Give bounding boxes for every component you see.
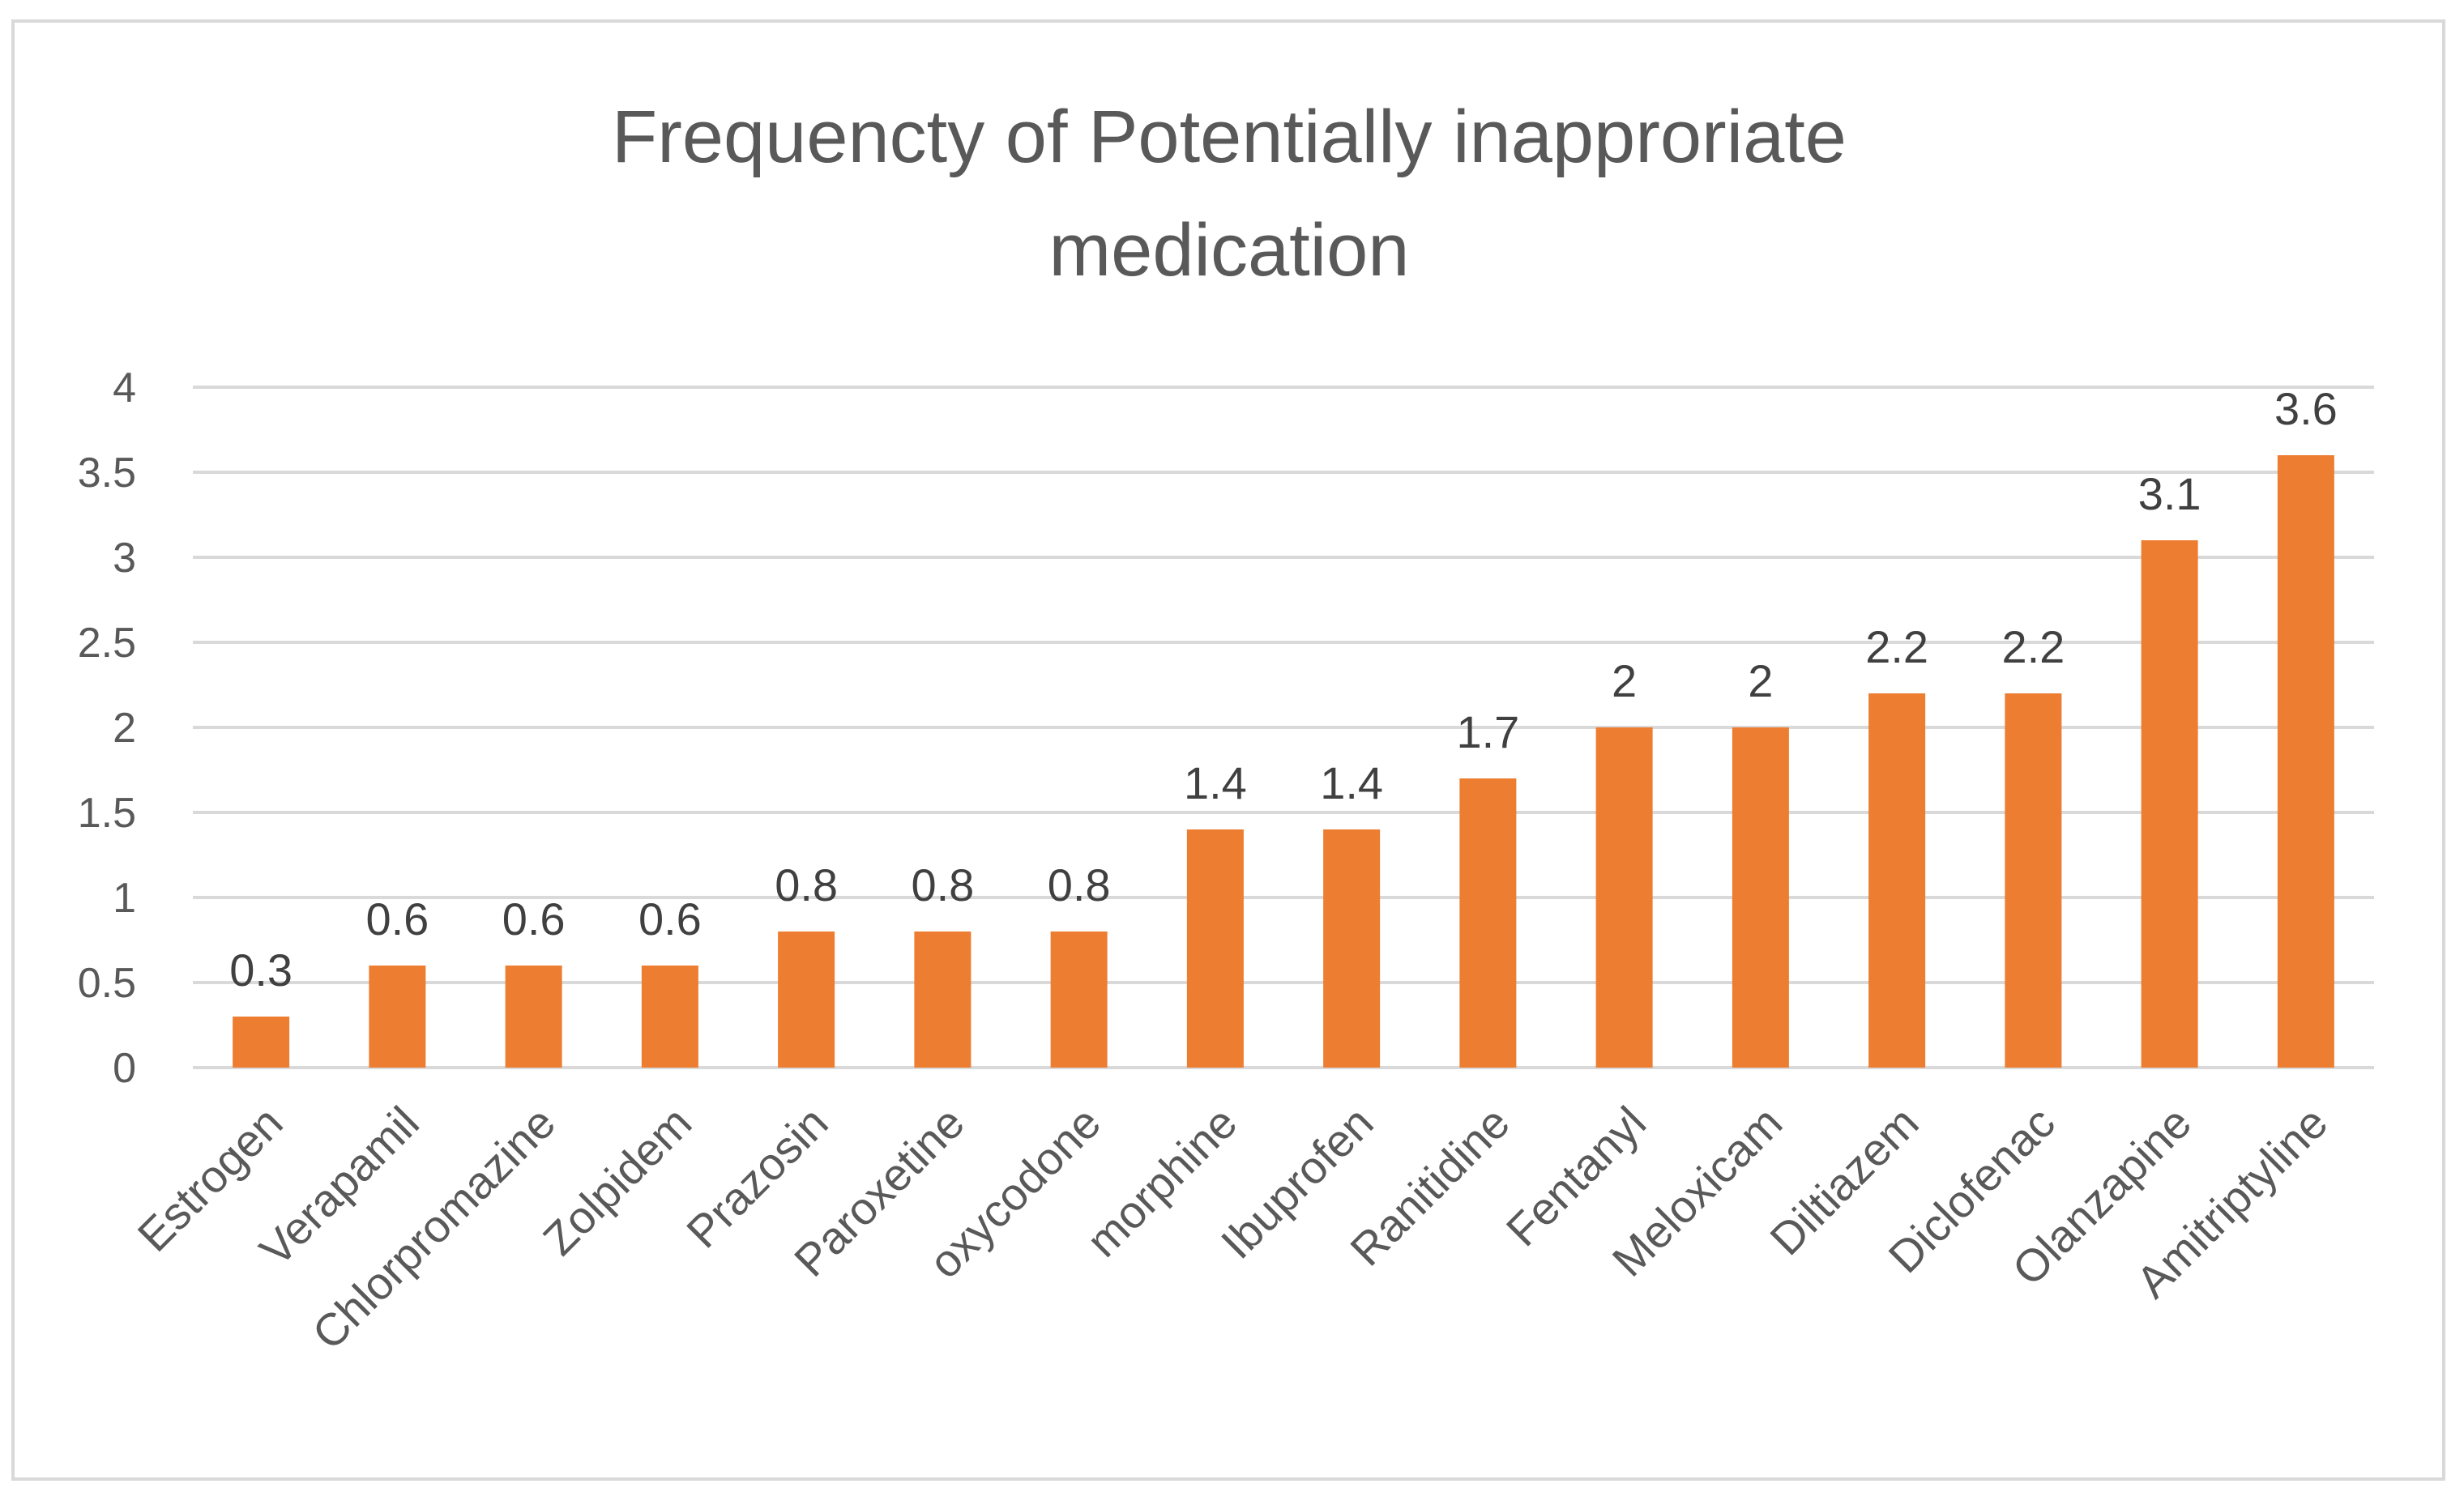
data-label: 0.8: [911, 859, 974, 910]
bar-morphine: [1186, 829, 1244, 1068]
y-tick-label: 0.5: [78, 960, 136, 1007]
bar-zolpidem: [641, 966, 698, 1068]
y-tick-label: 3: [113, 535, 136, 582]
data-label: 1.4: [1320, 757, 1383, 808]
data-labels: 0.3 0.6 0.6 0.6 0.8 0.8 0.8 1.4 1.4 1.7 2 2 2.2 2.2 3.…: [229, 383, 2338, 996]
bar-diclofenac: [2005, 693, 2062, 1068]
y-tick-label: 1: [113, 875, 136, 922]
data-label: 0.3: [229, 944, 293, 996]
y-tick-label: 0: [113, 1045, 136, 1092]
data-label: 2.2: [2001, 621, 2065, 672]
data-label: 1.4: [1184, 757, 1247, 808]
data-label: 0.6: [502, 893, 566, 944]
data-label: 0.6: [365, 893, 429, 944]
y-axis-ticks: 0 0.5 1 1.5 2 2.5 3 3.5 4: [78, 365, 136, 1092]
bar-diltiazem: [1868, 693, 1926, 1068]
bar-verapamil: [369, 966, 426, 1068]
data-label: 0.8: [1048, 859, 1111, 910]
data-label: 2: [1748, 655, 1773, 706]
bar-paroxetine: [914, 932, 972, 1068]
chart-title-line-1: Frequencty of Potentially inapproriate: [612, 96, 1847, 178]
bar-amitriptyline: [2277, 455, 2334, 1068]
bar-oxycodone: [1050, 932, 1108, 1068]
data-label: 1.7: [1456, 706, 1519, 757]
y-tick-label: 1.5: [78, 790, 136, 837]
bar-fentanyl: [1595, 727, 1653, 1068]
chart-title-line-2: medication: [1049, 209, 1410, 292]
bar-chlorpromazine: [505, 966, 562, 1068]
y-tick-label: 2.5: [78, 620, 136, 667]
bars: [233, 455, 2334, 1068]
data-label: 0.8: [775, 859, 838, 910]
data-label: 3.6: [2274, 383, 2338, 434]
data-label: 2.2: [1865, 621, 1928, 672]
data-label: 0.6: [638, 893, 702, 944]
bar-estrogen: [233, 1017, 290, 1068]
y-tick-label: 4: [113, 365, 136, 411]
bar-ranitidine: [1459, 778, 1517, 1068]
data-label: 3.1: [2138, 468, 2201, 519]
bar-prazosin: [778, 932, 835, 1068]
bar-ibuprofen: [1323, 829, 1381, 1068]
bar-meloxicam: [1732, 727, 1789, 1068]
y-tick-label: 2: [113, 705, 136, 752]
bar-olanzapine: [2141, 540, 2198, 1068]
y-tick-label: 3.5: [78, 450, 136, 497]
data-label: 2: [1612, 655, 1637, 706]
